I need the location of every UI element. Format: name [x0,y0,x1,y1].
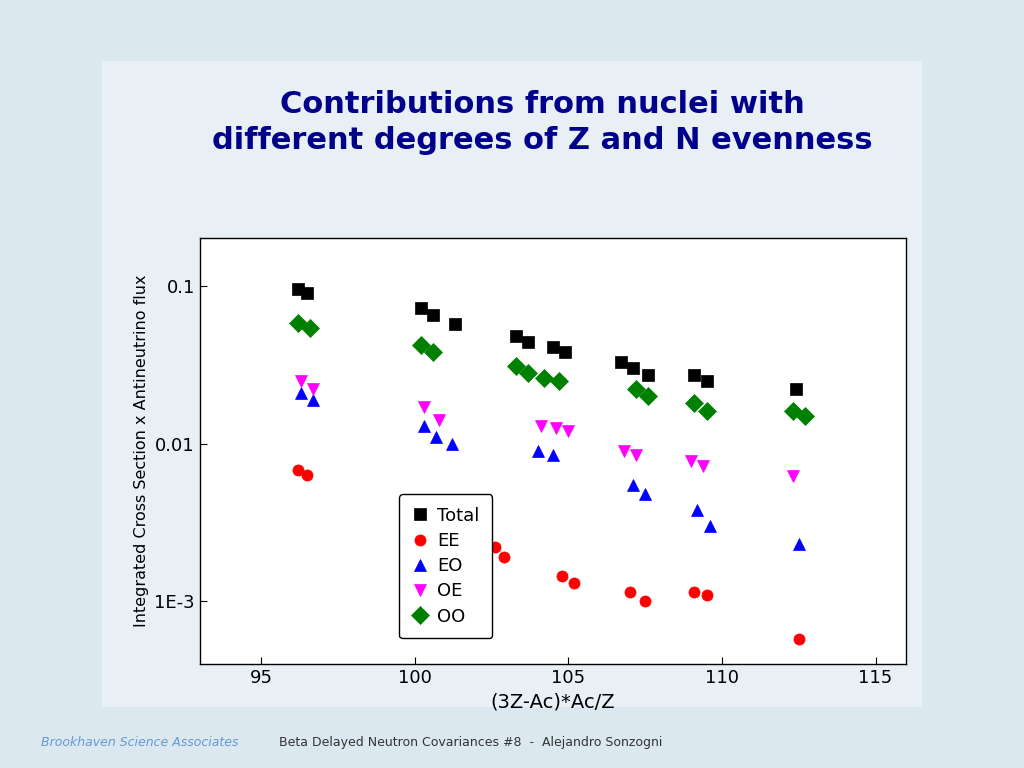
EO [295,388,307,397]
Total [427,310,439,319]
EE [639,597,651,606]
EO [307,395,319,404]
EE [418,505,430,515]
Total [700,376,713,386]
OO [522,369,535,378]
Line: Total: Total [292,283,802,396]
Legend: Total, EE, EO, OE, OO: Total, EE, EO, OE, OO [399,494,493,638]
EO [691,505,703,515]
OO [786,407,799,416]
Bar [102,61,922,707]
EE [700,591,713,600]
OE [535,421,547,430]
EO [547,450,559,459]
Total [688,371,700,380]
Line: EE: EE [293,465,804,644]
Total [510,331,522,340]
Total [449,319,461,329]
EO [430,432,442,442]
EE [624,588,636,597]
OE [617,446,630,455]
Total [415,303,427,313]
Total [790,385,802,394]
OE [550,424,562,433]
OE [307,385,319,394]
EO [793,540,805,549]
Total [301,288,313,297]
OO [700,407,713,416]
OO [642,392,654,401]
OO [510,361,522,370]
EE [427,513,439,522]
OE [433,415,445,425]
OE [418,402,430,412]
OE [295,376,307,386]
EE [301,471,313,480]
OO [292,319,304,328]
OE [697,462,710,471]
OO [415,340,427,349]
EE [568,579,581,588]
OO [688,399,700,408]
Total [614,357,627,366]
OE [630,450,642,459]
OE [786,472,799,481]
Total [292,284,304,293]
Total [522,337,535,346]
Total [547,343,559,352]
OO [304,323,316,333]
Text: Beta Delayed Neutron Covariances #8  -  Alejandro Sonzogni: Beta Delayed Neutron Covariances #8 - Al… [280,736,663,749]
EE [556,571,568,581]
EO [445,439,458,449]
OO [538,373,550,382]
EO [418,421,430,430]
Text: Contributions from nuclei with
different degrees of Z and N evenness: Contributions from nuclei with different… [212,91,873,155]
EE [498,553,510,562]
OO [799,411,811,420]
Text: Brookhaven Science Associates: Brookhaven Science Associates [41,736,239,749]
OO [553,376,565,386]
EE [793,634,805,644]
Total [559,347,571,356]
Line: EO: EO [295,386,805,551]
EE [488,543,501,552]
OE [562,426,574,435]
X-axis label: (3Z-Ac)*Ac/Z: (3Z-Ac)*Ac/Z [490,693,615,712]
OE [685,456,697,465]
Y-axis label: Integrated Cross Section x Antineutrino flux: Integrated Cross Section x Antineutrino … [134,275,148,627]
Line: OO: OO [292,316,811,422]
Total [642,371,654,380]
Total [627,363,639,372]
EO [627,480,639,489]
Line: OE: OE [295,375,799,482]
EO [639,489,651,498]
OO [427,347,439,356]
OO [630,385,642,394]
EE [292,465,304,475]
EO [531,446,544,455]
EE [688,588,700,597]
EO [703,521,716,531]
